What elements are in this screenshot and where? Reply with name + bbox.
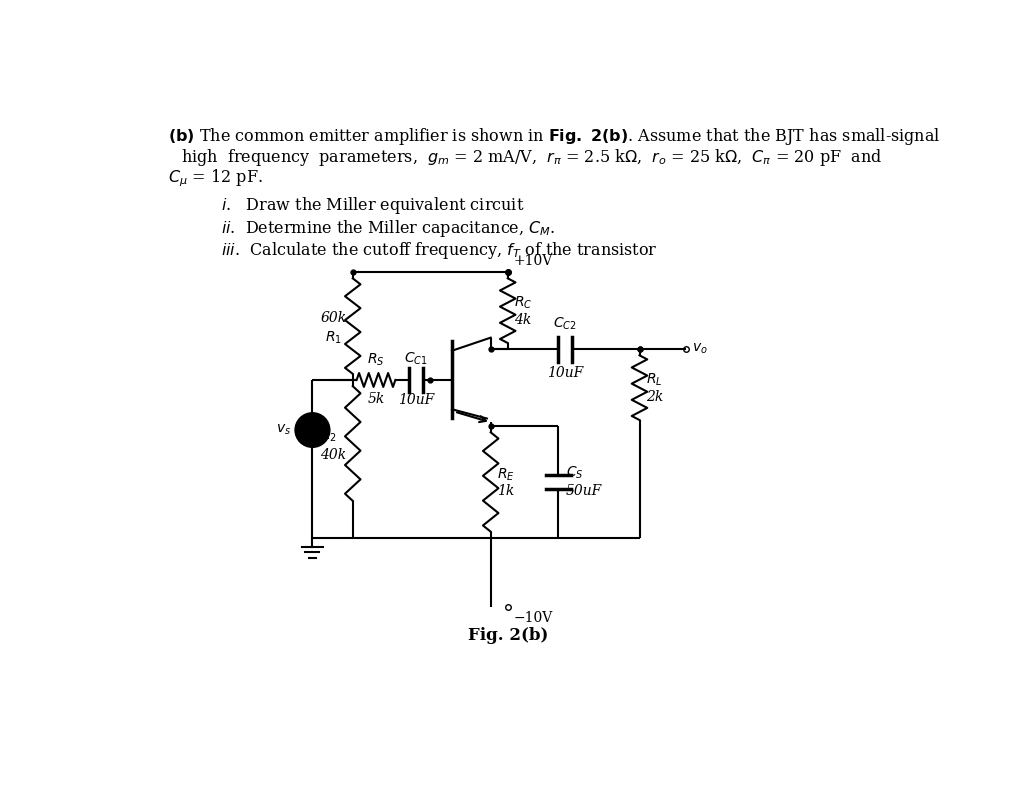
Text: $v_o$: $v_o$ (692, 342, 708, 356)
Text: $C_\mu$ = 12 pF.: $C_\mu$ = 12 pF. (168, 167, 263, 189)
Text: $R_S$: $R_S$ (368, 352, 385, 369)
Text: $C_S$: $C_S$ (566, 465, 584, 481)
Text: 10uF: 10uF (547, 366, 584, 380)
Text: 2k: 2k (646, 390, 663, 404)
Text: +10V: +10V (514, 255, 553, 268)
Text: $\mathit{ii}$.  Determine the Miller capacitance, $C_M$.: $\mathit{ii}$. Determine the Miller capa… (221, 218, 555, 238)
Text: $\mathit{i}$.   Draw the Miller equivalent circuit: $\mathit{i}$. Draw the Miller equivalent… (221, 195, 524, 216)
Text: $C_{C1}$: $C_{C1}$ (404, 351, 428, 367)
Text: $v_s$: $v_s$ (275, 423, 291, 437)
Text: 1k: 1k (497, 484, 514, 498)
Text: −10V: −10V (514, 611, 553, 625)
Text: $C_{C2}$: $C_{C2}$ (553, 316, 577, 332)
Text: $\mathbf{(b)}$ The common emitter amplifier is shown in $\mathbf{Fig.\ 2(b)}$. A: $\mathbf{(b)}$ The common emitter amplif… (168, 126, 941, 147)
Text: Fig. 2(b): Fig. 2(b) (468, 627, 548, 644)
Text: 50uF: 50uF (566, 484, 602, 498)
Text: +: + (307, 418, 317, 432)
Text: $R_1$: $R_1$ (325, 329, 342, 346)
Text: −: − (306, 428, 318, 443)
Text: $\mathit{iii}$.  Calculate the cutoff frequency, $f_T$ of the transistor: $\mathit{iii}$. Calculate the cutoff fre… (221, 240, 657, 261)
Text: high  frequency  parameters,  $g_m$ = 2 mA/V,  $r_\pi$ = 2.5 k$\Omega$,  $r_o$ =: high frequency parameters, $g_m$ = 2 mA/… (180, 147, 882, 167)
Text: 5k: 5k (368, 391, 385, 406)
Text: $R_2$: $R_2$ (321, 428, 337, 444)
Text: $R_E$: $R_E$ (497, 466, 515, 483)
Text: $R_L$: $R_L$ (646, 372, 663, 388)
Text: 60k: 60k (321, 311, 346, 325)
Text: 10uF: 10uF (398, 393, 434, 407)
Text: $R_C$: $R_C$ (514, 295, 532, 311)
Text: 40k: 40k (321, 448, 346, 462)
Text: 4k: 4k (514, 313, 531, 327)
Circle shape (295, 413, 330, 447)
